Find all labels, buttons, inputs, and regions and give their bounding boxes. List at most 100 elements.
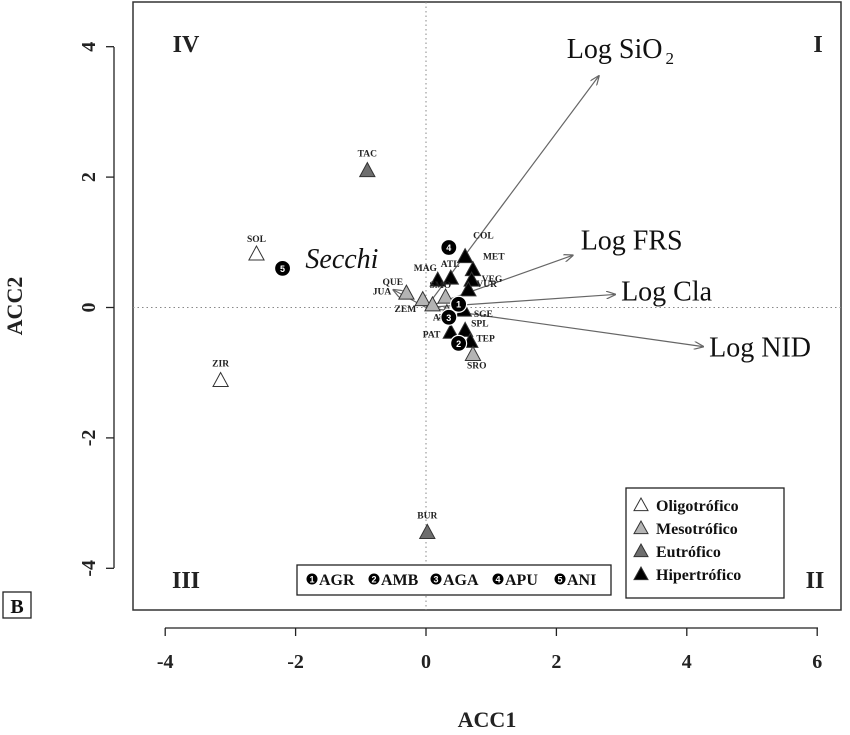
group-key-items: 1 AGR 2 AMB 3 AGA 4 APU 5 ANI [306, 572, 596, 589]
group-key-name: AMB [381, 572, 419, 589]
x-tick-label: -2 [287, 651, 304, 673]
site-marker-spl [456, 321, 474, 337]
legend-label: Hipertrófico [656, 567, 741, 584]
x-axis-title: ACC1 [458, 707, 517, 732]
group-key-number: 2 [371, 575, 376, 585]
site-label: TEP [476, 334, 495, 344]
legend-marker [633, 496, 649, 512]
group-key-dot [368, 573, 380, 585]
site-marker-mag [429, 271, 447, 287]
group-key-name: AGR [319, 572, 355, 589]
site-marker-sol [248, 244, 265, 261]
vector-label: Log SiO 2 [567, 34, 674, 68]
site-marker-pat [442, 323, 460, 339]
site-label: ZEM [395, 305, 417, 315]
site-marker-vur [459, 280, 477, 297]
site-label: SGE [474, 310, 493, 320]
quadrant-label-i: I [813, 32, 822, 58]
site-label: SOL [247, 235, 266, 245]
site-marker-sro [464, 345, 482, 361]
site-label: JUA [373, 288, 392, 298]
site-label: ZIR [212, 360, 229, 370]
site-label: BUR [417, 511, 437, 521]
legend-marker [633, 519, 649, 535]
site-label: PAT [423, 330, 441, 340]
y-tick-label: 4 [78, 42, 100, 52]
group-marker-apu [440, 238, 458, 257]
vector-label: Log NID [709, 333, 811, 364]
legend-label: Eutrófico [656, 544, 721, 561]
environmental-vectors: Log SiO 2 Log FRS Log Cla Log NID Secchi [305, 34, 811, 364]
group-markers: 1 2 3 4 5 [273, 238, 468, 352]
x-axis: -4 -2 0 2 4 6 [157, 627, 822, 673]
group-key-number: 3 [433, 575, 438, 585]
vector-arrow [425, 306, 703, 347]
group-key-number: 1 [309, 575, 314, 585]
site-label: VUR [476, 280, 497, 290]
legend-label: Mesotrófico [656, 521, 738, 538]
x-tick-label: 2 [551, 651, 561, 673]
site-marker-que [397, 284, 415, 300]
site-marker-smo [437, 288, 455, 304]
site-label: QUE [382, 278, 403, 288]
site-marker-zem [424, 295, 441, 312]
x-tick-label: 6 [812, 651, 822, 673]
y-tick-label: -2 [78, 430, 100, 447]
quadrant-label-iv: IV [173, 32, 200, 58]
panel-letter-text: B [10, 596, 23, 618]
site-marker-bur [418, 523, 436, 539]
group-key-name: APU [505, 572, 538, 589]
site-label: VEG [482, 275, 503, 285]
group-marker-number: 1 [456, 300, 461, 310]
group-key-dot [306, 573, 318, 585]
vector-label: Secchi [305, 244, 378, 275]
site-label: ATL [441, 260, 460, 270]
panel-letter-box [2, 591, 32, 619]
site-marker-jua [414, 290, 432, 307]
vector-arrow [425, 76, 599, 308]
group-marker-number: 3 [446, 313, 451, 323]
vector-label: Log Cla [621, 276, 713, 307]
site-label: MET [483, 253, 505, 263]
plot-frame [132, 1, 842, 611]
y-tick-label: 2 [78, 172, 100, 182]
group-key-dot [430, 573, 442, 585]
status-legend-box [625, 487, 785, 599]
site-label: MAG [414, 264, 438, 274]
site-label: COL [473, 232, 494, 242]
x-tick-label: -4 [157, 651, 174, 673]
group-marker-number: 4 [446, 243, 451, 253]
group-marker-number: 2 [456, 339, 461, 349]
group-key-dot [554, 573, 566, 585]
legend-label: Oligotrófico [656, 498, 739, 515]
site-marker-tac [358, 161, 376, 178]
x-tick-label: 4 [682, 651, 692, 673]
site-marker-zir [212, 371, 230, 388]
quadrant-label-iii: III [172, 568, 200, 594]
group-marker-number: 5 [280, 264, 285, 274]
group-key-name: ANI [567, 572, 596, 589]
vector-label: Log FRS [581, 225, 683, 256]
site-label: TAC [358, 150, 377, 160]
x-tick-label: 0 [421, 651, 431, 673]
site-label: SMO [430, 281, 452, 291]
group-marker-ani [273, 259, 292, 277]
group-marker-aga [440, 308, 458, 326]
site-marker-atl [442, 269, 460, 285]
group-key: 1 AGR 2 AMB 3 AGA 4 APU 5 ANI [296, 564, 612, 596]
group-key-dot [492, 573, 504, 585]
status-legend-items: Oligotrófico Mesotrófico Eutrófico Hipertró… [633, 496, 741, 584]
quadrant-label-ii: II [806, 568, 825, 594]
y-axis-title: ACC2 [2, 277, 27, 336]
group-key-number: 5 [557, 575, 562, 585]
site-label: SRO [467, 361, 487, 371]
panel-letter: B [2, 591, 32, 619]
status-legend: Oligotrófico Mesotrófico Eutrófico Hipertró… [625, 487, 785, 599]
group-marker-amb [450, 334, 468, 352]
y-tick-label: -4 [78, 560, 100, 577]
legend-marker [633, 565, 649, 581]
site-label: SPL [471, 319, 488, 329]
site-marker-col [456, 247, 474, 264]
